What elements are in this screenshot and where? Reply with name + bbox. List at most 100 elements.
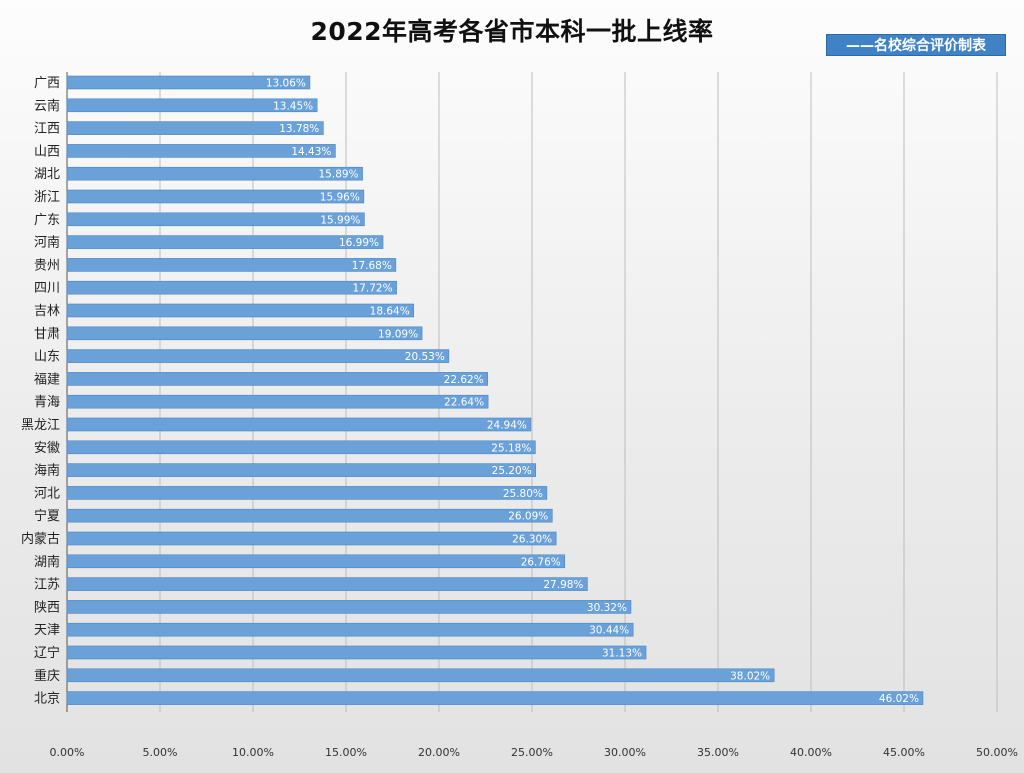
data-label: 27.98% — [543, 579, 583, 591]
x-tick-label: 45.00% — [883, 746, 925, 759]
bar — [66, 394, 489, 409]
bar — [66, 486, 548, 500]
bar — [66, 372, 489, 386]
x-tick-label: 15.00% — [325, 746, 367, 759]
data-label: 13.78% — [279, 123, 319, 135]
bar — [66, 577, 588, 591]
bars — [66, 75, 924, 705]
category-label: 四川 — [34, 281, 60, 296]
bar — [66, 349, 450, 363]
x-tick-label: 50.00% — [976, 746, 1018, 759]
bar — [66, 531, 557, 546]
x-tick-label: 20.00% — [418, 746, 460, 759]
data-label: 15.96% — [320, 192, 360, 204]
bar — [66, 508, 553, 523]
data-label: 30.44% — [589, 625, 629, 637]
category-label: 海南 — [34, 463, 60, 479]
category-label: 天津 — [34, 623, 60, 638]
bar — [66, 622, 634, 637]
category-label: 辽宁 — [34, 645, 60, 661]
bar — [66, 600, 632, 614]
bar — [66, 691, 924, 705]
bar — [66, 463, 537, 477]
data-label: 18.64% — [370, 306, 410, 318]
category-label: 湖南 — [34, 554, 60, 570]
data-label: 13.45% — [273, 100, 313, 112]
category-label: 贵州 — [34, 258, 60, 273]
data-label: 15.99% — [320, 214, 360, 226]
bar — [66, 303, 415, 318]
category-label: 内蒙古 — [21, 531, 60, 547]
x-tick-label: 30.00% — [604, 746, 646, 759]
category-label: 陕西 — [34, 600, 60, 615]
x-tick-label: 0.00% — [50, 746, 85, 759]
bar — [66, 326, 423, 341]
data-label: 31.13% — [602, 648, 642, 660]
data-label: 26.76% — [521, 556, 561, 568]
x-tick-label: 10.00% — [232, 746, 274, 759]
bar — [66, 121, 324, 135]
bar — [66, 144, 336, 158]
category-label: 广东 — [34, 213, 60, 228]
category-label: 黑龙江 — [21, 418, 60, 433]
category-label: 宁夏 — [34, 508, 60, 524]
bar — [66, 75, 311, 90]
category-label: 云南 — [34, 98, 60, 114]
bar — [66, 98, 318, 113]
bar — [66, 235, 384, 249]
data-label: 19.09% — [378, 328, 418, 340]
bar — [66, 668, 775, 683]
data-label: 13.06% — [266, 78, 306, 90]
bar — [66, 280, 397, 295]
data-label: 17.68% — [352, 260, 392, 272]
data-label: 26.30% — [512, 534, 552, 546]
bar — [66, 166, 363, 181]
data-label: 46.02% — [879, 693, 919, 705]
data-label: 26.09% — [508, 511, 548, 523]
category-label: 青海 — [34, 395, 60, 410]
data-label: 38.02% — [730, 670, 770, 682]
category-label: 北京 — [34, 692, 60, 707]
data-label: 25.20% — [492, 465, 532, 477]
legend-label: ——名校综合评价制表 — [826, 34, 1006, 56]
x-tick-label: 40.00% — [790, 746, 832, 759]
chart-title: 2022年高考各省市本科一批上线率 — [310, 17, 714, 46]
data-label: 30.32% — [587, 602, 627, 614]
category-label: 重庆 — [34, 668, 60, 684]
data-label: 25.80% — [503, 488, 543, 500]
bar — [66, 258, 397, 272]
bar — [66, 554, 566, 569]
bar — [66, 212, 365, 227]
data-label: 14.43% — [291, 146, 331, 158]
category-label: 安徽 — [34, 441, 60, 456]
data-label: 15.89% — [319, 169, 359, 181]
bar — [66, 417, 532, 432]
category-label: 江西 — [34, 122, 60, 137]
data-label: 17.72% — [353, 283, 393, 295]
category-label: 甘肃 — [34, 327, 60, 342]
category-label: 吉林 — [34, 304, 60, 319]
bar — [66, 440, 536, 455]
category-label: 山西 — [34, 144, 60, 159]
x-tick-label: 25.00% — [511, 746, 553, 759]
data-label: 24.94% — [487, 420, 527, 432]
data-label: 22.64% — [444, 397, 484, 409]
bar — [66, 189, 365, 204]
category-label: 江苏 — [34, 577, 60, 593]
data-label: 20.53% — [405, 351, 445, 363]
data-label: 25.18% — [491, 442, 531, 454]
category-label: 广西 — [34, 76, 60, 91]
category-label: 福建 — [34, 372, 60, 387]
bar — [66, 645, 647, 660]
category-label: 浙江 — [34, 190, 60, 205]
category-label: 山东 — [34, 350, 60, 365]
data-label: 16.99% — [339, 237, 379, 249]
category-label: 河北 — [34, 486, 60, 501]
data-label: 22.62% — [444, 374, 484, 386]
x-tick-label: 5.00% — [143, 746, 178, 759]
category-label: 河南 — [34, 235, 60, 251]
x-tick-label: 35.00% — [697, 746, 739, 759]
category-label: 湖北 — [34, 167, 60, 182]
labels: 0.00% 5.00% 10.00% 15.00% 20.00% 25.00% 30.00%… — [21, 76, 1018, 759]
